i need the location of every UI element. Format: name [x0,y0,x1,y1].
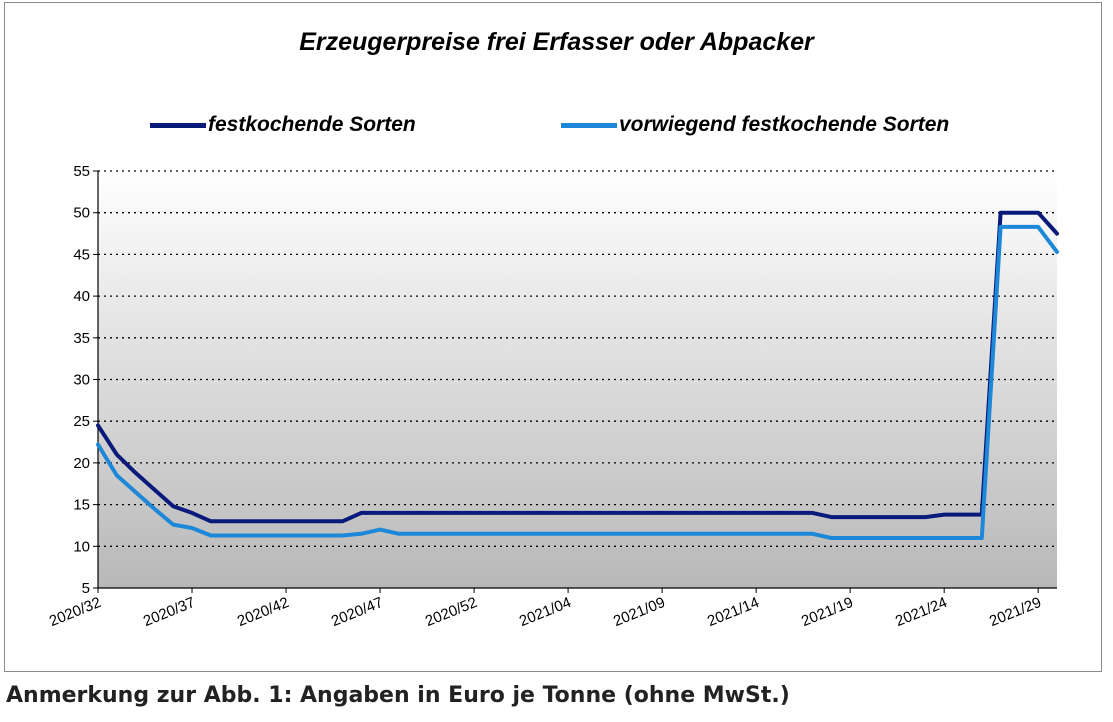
chart-title: Erzeugerpreise frei Erfasser oder Abpack… [299,28,814,56]
y-tick-label: 30 [73,372,90,389]
x-tick-label: 2021/14 [705,594,762,630]
x-tick-label: 2020/32 [47,594,104,630]
y-tick-label: 35 [73,330,90,347]
legend-swatch [150,122,206,128]
y-tick-label: 25 [73,413,90,430]
x-tick-label: 2021/19 [799,594,856,630]
y-tick-label: 50 [73,205,90,222]
y-tick-label: 15 [73,497,90,514]
legend-item-festkochende: festkochende Sorten [150,112,416,138]
legend-label: vorwiegend festkochende Sorten [619,113,950,136]
x-tick-label: 2020/52 [423,594,480,630]
caption: Anmerkung zur Abb. 1: Angaben in Euro je… [6,683,790,708]
plot-area [98,171,1057,588]
y-tick-label: 55 [73,163,90,180]
x-tick-label: 2021/04 [517,594,574,630]
grid-lines [93,170,1057,589]
legend-item-vorwiegend-festkochende: vorwiegend festkochende Sorten [561,112,949,138]
legend-swatch [561,122,617,128]
series-line-2 [96,224,1059,540]
y-tick-label: 10 [73,538,90,555]
series-lines [96,210,1059,540]
x-tick-label: 2020/47 [329,594,386,630]
y-tick-label: 45 [73,246,90,263]
y-tick-label: 5 [82,580,90,597]
y-tick-label: 20 [73,455,90,472]
x-tick-label: 2020/37 [141,594,198,630]
series-line-1 [96,210,1059,524]
x-tick-label: 2021/29 [987,594,1044,630]
y-tick-label: 40 [73,288,90,305]
x-tick-label: 2021/09 [611,594,668,630]
x-tick-label: 2020/42 [235,594,292,630]
x-tick-label: 2021/24 [893,594,950,630]
legend-label: festkochende Sorten [208,113,416,136]
x-tick-labels: 2020/32 2020/37 2020/42 2020/47 2020/52 2021/… [47,588,1044,630]
axes [97,171,1057,589]
y-tick-labels: 5 10 15 20 25 30 35 40 45 50 55 [73,163,90,597]
